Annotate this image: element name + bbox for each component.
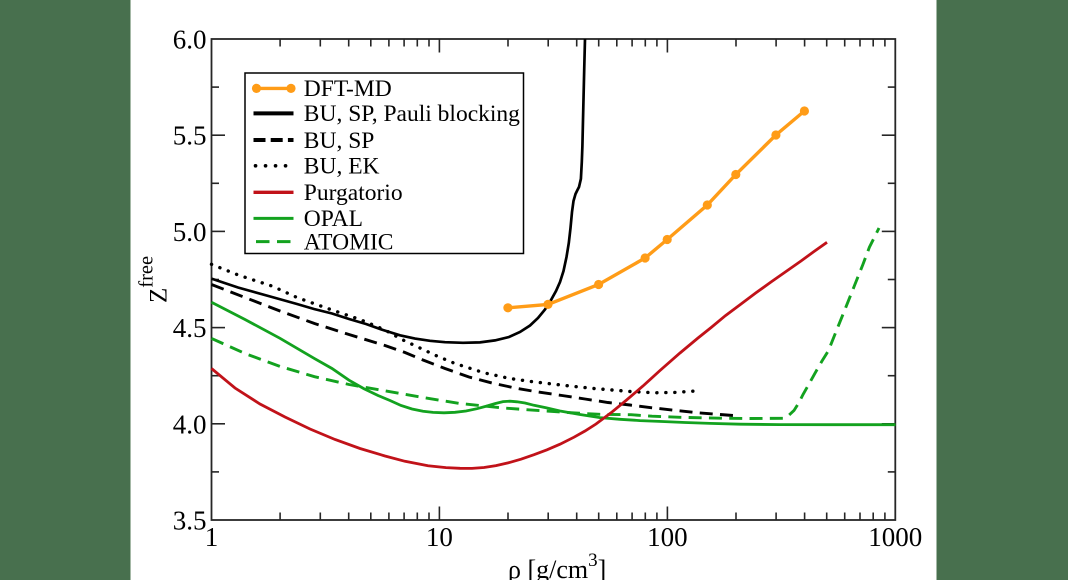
svg-text:Purgatorio: Purgatorio: [304, 180, 403, 206]
svg-text:1000: 1000: [868, 522, 922, 552]
svg-text:4.0: 4.0: [173, 409, 207, 439]
svg-text:Zfree: Zfree: [136, 256, 173, 303]
svg-text:3.5: 3.5: [173, 506, 207, 536]
svg-text:10: 10: [426, 522, 453, 552]
svg-text:5.5: 5.5: [173, 121, 207, 151]
svg-text:1: 1: [205, 522, 219, 552]
svg-text:BU, SP: BU, SP: [304, 128, 375, 154]
svg-text:ATOMIC: ATOMIC: [304, 229, 394, 255]
svg-text:OPAL: OPAL: [304, 206, 363, 232]
svg-text:ρ [g/cm3]: ρ [g/cm3]: [508, 550, 606, 580]
svg-text:DFT-MD: DFT-MD: [304, 76, 392, 102]
svg-text:6.0: 6.0: [173, 25, 207, 55]
svg-text:100: 100: [647, 522, 688, 552]
svg-text:4.5: 4.5: [173, 313, 207, 343]
svg-text:BU, EK: BU, EK: [304, 154, 380, 180]
svg-text:BU, SP, Pauli blocking: BU, SP, Pauli blocking: [304, 101, 520, 127]
svg-text:5.0: 5.0: [173, 217, 207, 247]
